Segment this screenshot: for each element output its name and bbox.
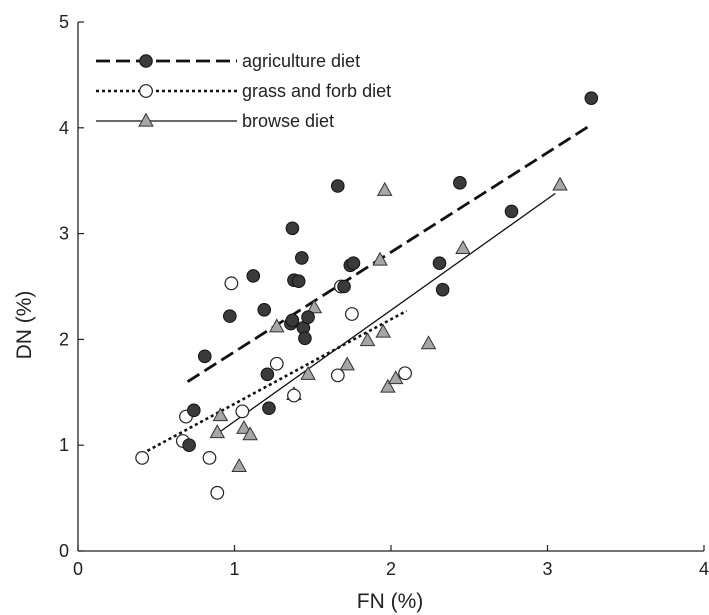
data-point bbox=[223, 309, 237, 323]
data-point bbox=[285, 313, 300, 328]
data-point bbox=[202, 450, 217, 465]
data-point bbox=[432, 256, 447, 271]
data-point bbox=[209, 424, 226, 439]
data-point bbox=[212, 407, 229, 422]
legend-marker bbox=[138, 112, 154, 127]
data-point bbox=[584, 91, 599, 105]
data-point bbox=[339, 356, 355, 371]
data-point bbox=[262, 401, 276, 415]
legend-label: grass and forb diet bbox=[242, 81, 391, 101]
data-point bbox=[268, 318, 285, 333]
data-point bbox=[435, 282, 450, 297]
y-tick-label: 1 bbox=[59, 435, 69, 455]
data-point bbox=[224, 276, 239, 291]
data-point bbox=[398, 366, 412, 381]
data-point bbox=[346, 256, 361, 271]
x-tick-label: 0 bbox=[73, 559, 83, 579]
data-point bbox=[380, 378, 396, 393]
legend-label: agriculture diet bbox=[242, 51, 360, 71]
data-point bbox=[453, 176, 467, 190]
data-point bbox=[300, 365, 316, 380]
data-point bbox=[231, 458, 247, 472]
x-axis-label: FN (%) bbox=[357, 590, 424, 613]
x-tick-label: 3 bbox=[542, 559, 552, 579]
y-tick-label: 4 bbox=[59, 118, 69, 138]
data-point bbox=[291, 274, 306, 289]
data-point bbox=[337, 279, 351, 294]
data-point bbox=[135, 450, 150, 465]
x-tick-label: 4 bbox=[699, 559, 709, 579]
y-tick-label: 0 bbox=[59, 541, 69, 561]
y-axis-label: DN (%) bbox=[13, 291, 36, 360]
data-point bbox=[269, 356, 284, 371]
data-point bbox=[294, 251, 309, 265]
trend-line bbox=[186, 124, 591, 383]
data-point bbox=[504, 204, 519, 219]
data-point bbox=[552, 176, 568, 191]
trend-lines bbox=[141, 124, 591, 455]
data-point bbox=[387, 370, 404, 385]
data-point bbox=[287, 388, 301, 403]
data-point bbox=[242, 426, 258, 441]
data-point bbox=[235, 404, 250, 419]
data-point bbox=[197, 349, 212, 364]
data-point bbox=[187, 403, 201, 418]
trend-line bbox=[141, 309, 408, 455]
axes: 0 1 2 3 4 0 1 2 3 4 5 bbox=[59, 12, 709, 579]
data-point bbox=[344, 307, 359, 321]
data-point bbox=[182, 438, 196, 453]
x-tick-label: 2 bbox=[386, 559, 396, 579]
data-point bbox=[210, 485, 225, 500]
data-point bbox=[375, 323, 391, 338]
data-point bbox=[306, 299, 323, 314]
data-point bbox=[330, 368, 345, 383]
data-point bbox=[420, 335, 437, 350]
data-point bbox=[359, 332, 376, 347]
legend-label: browse diet bbox=[242, 111, 334, 131]
legend: agriculture diet grass and forb diet brows… bbox=[96, 51, 391, 131]
x-tick-label: 1 bbox=[229, 559, 239, 579]
data-point bbox=[372, 251, 388, 266]
data-point bbox=[455, 240, 471, 255]
data-point bbox=[246, 269, 261, 283]
data-point bbox=[285, 221, 300, 236]
y-tick-label: 3 bbox=[59, 224, 69, 244]
legend-marker bbox=[139, 54, 153, 68]
data-point bbox=[260, 367, 275, 382]
data-points bbox=[135, 91, 599, 500]
data-point bbox=[330, 179, 345, 193]
data-point bbox=[376, 181, 393, 196]
legend-marker bbox=[139, 84, 153, 98]
y-tick-label: 5 bbox=[59, 12, 69, 32]
data-point bbox=[301, 310, 315, 324]
data-point bbox=[236, 419, 252, 434]
data-point bbox=[298, 331, 312, 346]
data-point bbox=[257, 302, 272, 317]
y-tick-label: 2 bbox=[59, 329, 69, 349]
trend-line bbox=[218, 192, 556, 434]
